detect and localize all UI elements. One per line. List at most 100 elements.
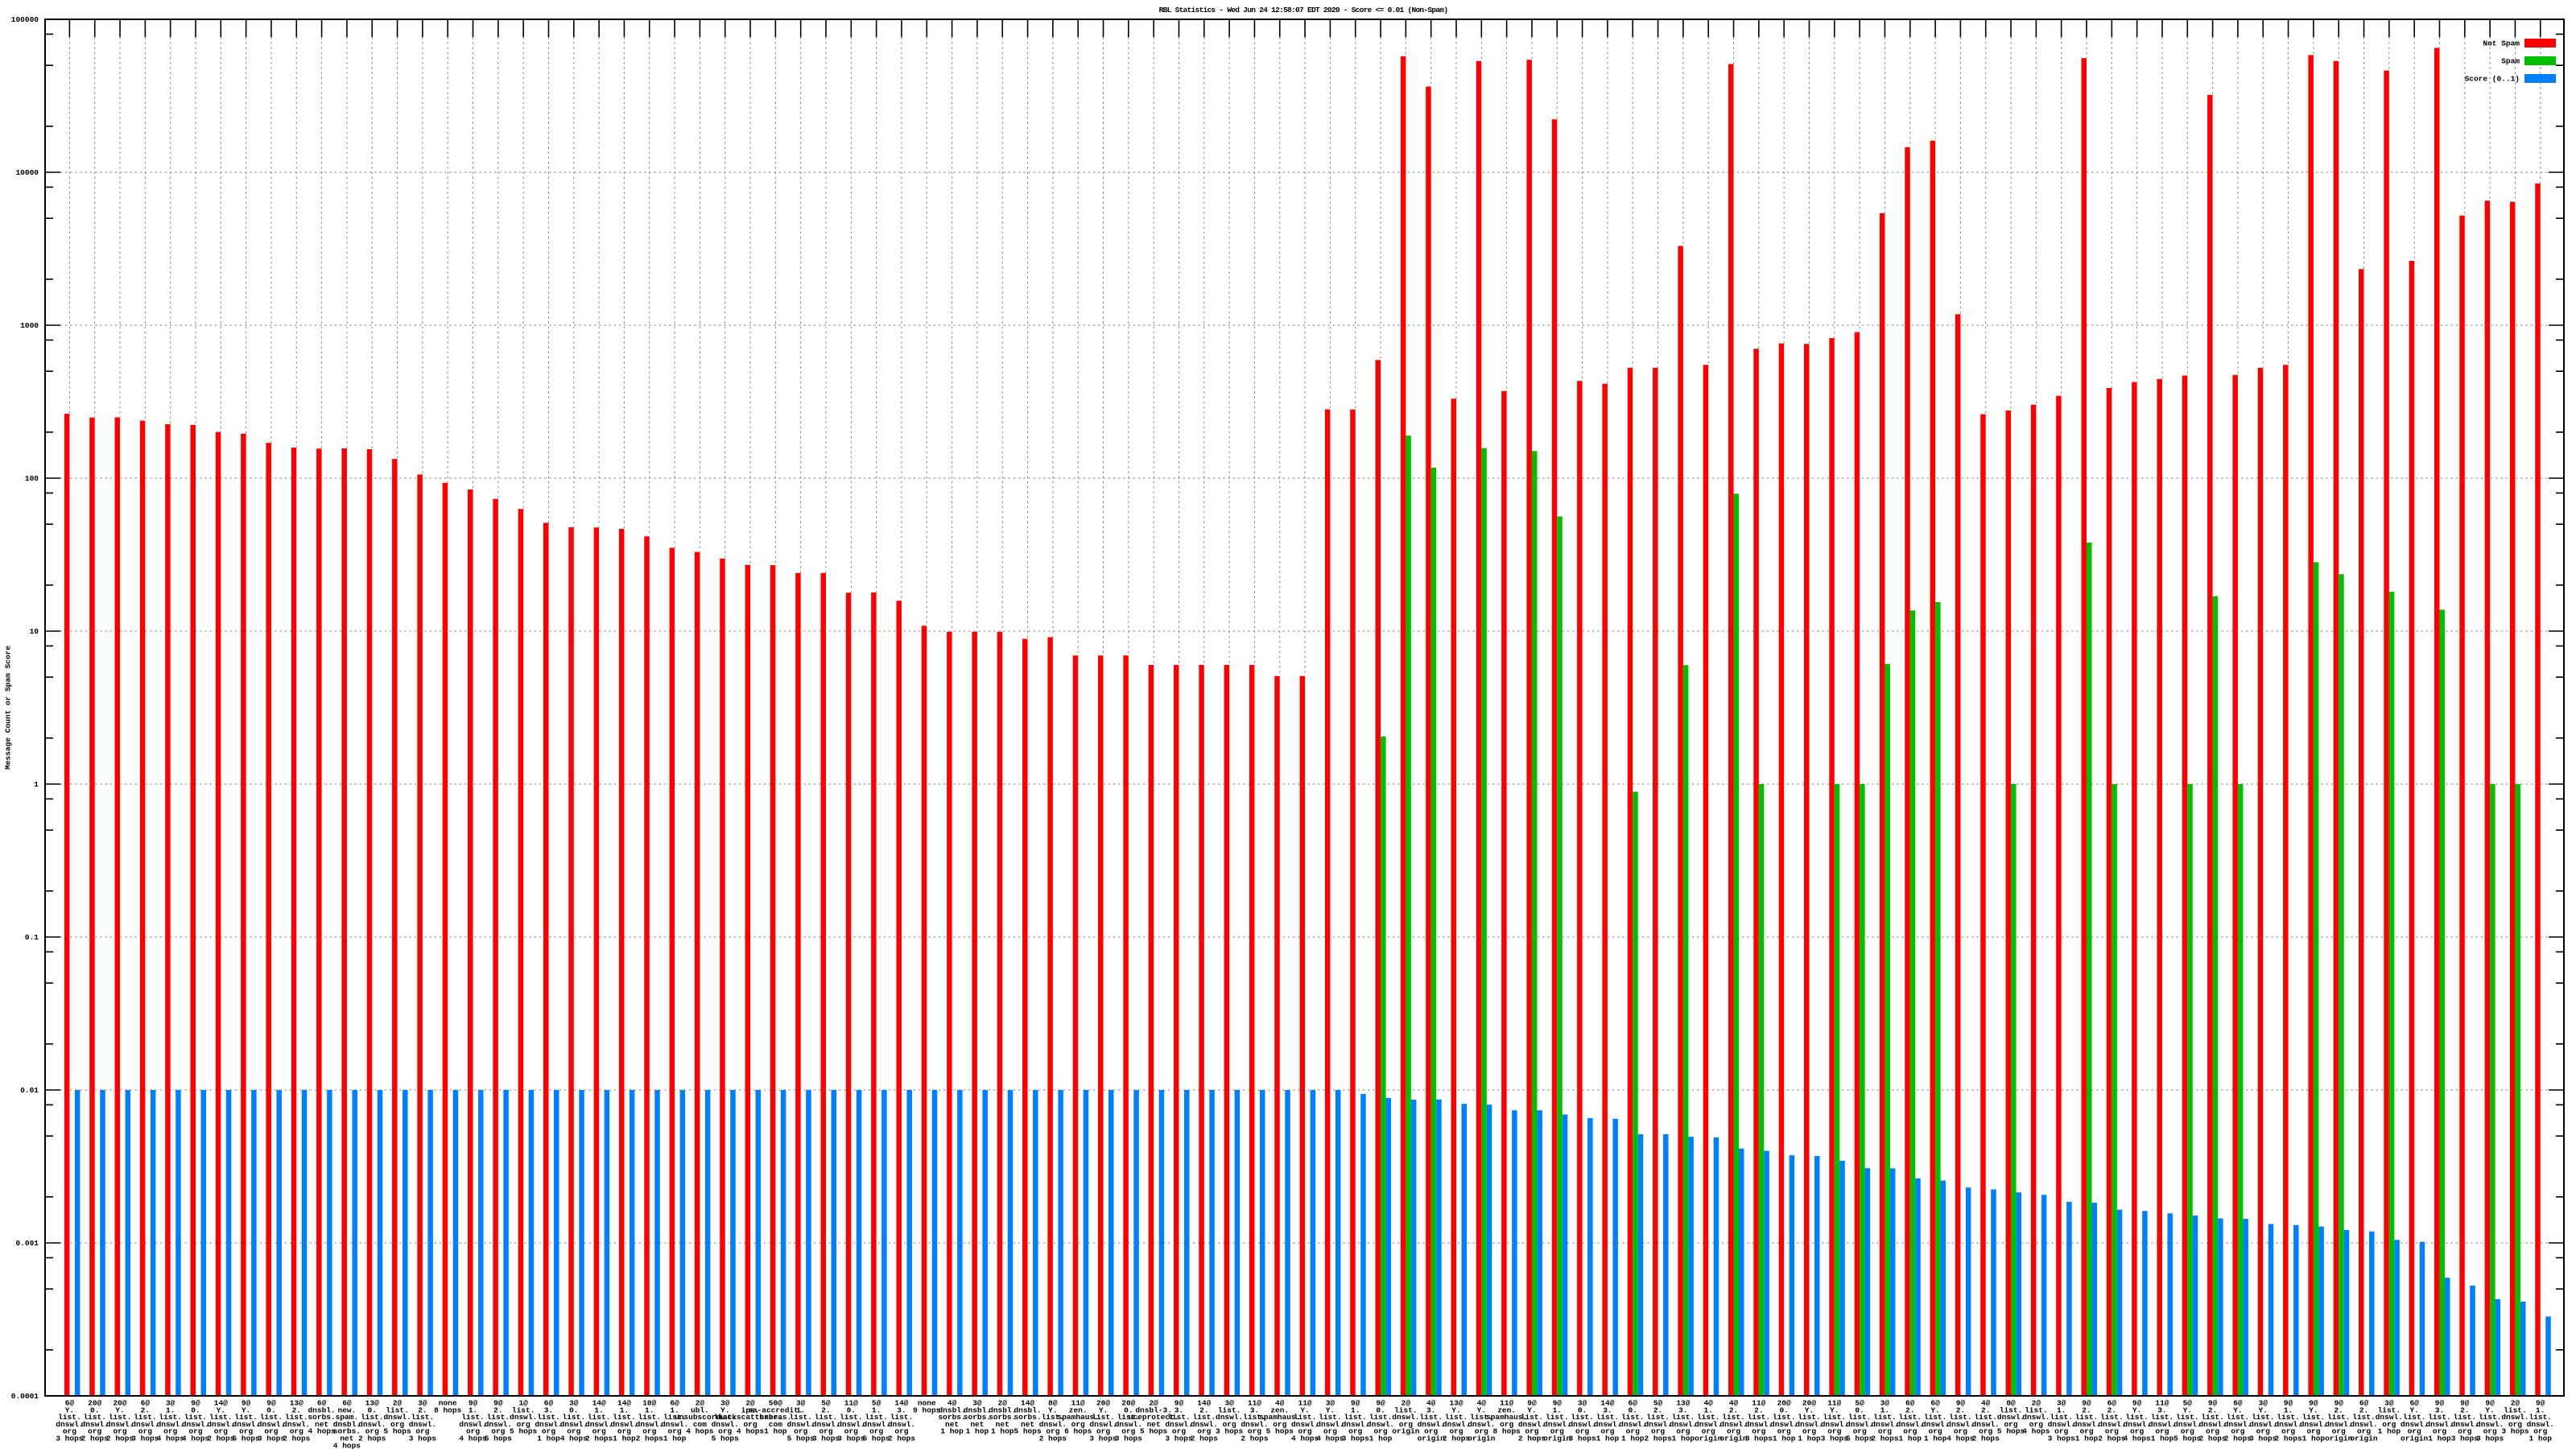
- svg-text:dnsbl.: dnsbl.: [1013, 1406, 1041, 1414]
- svg-text:org: org: [1827, 1427, 1841, 1436]
- svg-text:3@: 3@: [569, 1399, 579, 1408]
- svg-text:org: org: [1500, 1420, 1513, 1429]
- svg-text:100000: 100000: [11, 15, 39, 24]
- svg-text:list.: list.: [2252, 1413, 2275, 1422]
- svg-text:9 hops: 9 hops: [913, 1406, 941, 1414]
- svg-text:6@: 6@: [2359, 1399, 2369, 1408]
- svg-text:20@: 20@: [1802, 1399, 1816, 1408]
- svg-text:sorbs.: sorbs.: [308, 1413, 335, 1422]
- svg-text:list.: list.: [58, 1413, 81, 1422]
- svg-text:9@: 9@: [2132, 1399, 2142, 1408]
- svg-text:list.: list.: [1773, 1413, 1796, 1422]
- svg-text:org: org: [542, 1427, 555, 1436]
- svg-text:org: org: [1197, 1427, 1211, 1436]
- svg-text:0.: 0.: [1376, 1406, 1385, 1414]
- svg-text:ubl.: ubl.: [691, 1406, 709, 1414]
- svg-text:org: org: [1575, 1427, 1589, 1436]
- svg-text:dnswl.: dnswl.: [812, 1420, 840, 1429]
- svg-text:2.: 2.: [1754, 1406, 1763, 1414]
- svg-text:dnswl.: dnswl.: [863, 1420, 890, 1429]
- svg-text:list.: list.: [1419, 1413, 1443, 1422]
- svg-text:3@: 3@: [1880, 1399, 1890, 1408]
- svg-text:org: org: [2181, 1427, 2194, 1436]
- svg-text:Y.: Y.: [217, 1406, 225, 1414]
- svg-text:100: 100: [25, 474, 39, 483]
- svg-text:3 hops: 3 hops: [1342, 1435, 1370, 1443]
- svg-text:list.: list.: [2352, 1413, 2376, 1422]
- svg-text:org: org: [1475, 1427, 1488, 1436]
- svg-text:origin: origin: [2325, 1435, 2353, 1443]
- svg-text:4@: 4@: [947, 1399, 957, 1408]
- svg-text:3 hops: 3 hops: [1745, 1435, 1773, 1443]
- svg-text:1 hop: 1 hop: [1798, 1435, 1821, 1443]
- svg-text:list.: list.: [2378, 1406, 2401, 1414]
- svg-text:net: net: [315, 1420, 328, 1429]
- svg-text:1.: 1.: [872, 1406, 881, 1414]
- svg-text:6@: 6@: [2409, 1399, 2419, 1408]
- svg-text:list.: list.: [2025, 1406, 2048, 1414]
- svg-text:3@: 3@: [2384, 1399, 2394, 1408]
- svg-text:11@: 11@: [1500, 1399, 1513, 1408]
- svg-text:6@: 6@: [670, 1399, 679, 1408]
- svg-text:zen.: zen.: [1270, 1406, 1289, 1414]
- svg-text:list.: list.: [1748, 1413, 1771, 1422]
- svg-text:list.: list.: [285, 1413, 308, 1422]
- svg-text:9@: 9@: [242, 1399, 251, 1408]
- svg-text:dnswl.: dnswl.: [2124, 1420, 2151, 1429]
- svg-text:dnswl.: dnswl.: [258, 1420, 285, 1429]
- svg-text:org: org: [2206, 1427, 2219, 1436]
- svg-text:5 hops: 5 hops: [2174, 1435, 2202, 1443]
- svg-text:zen.: zen.: [1497, 1406, 1516, 1414]
- svg-text:3 hops: 3 hops: [1115, 1435, 1143, 1443]
- svg-text:dnswl.: dnswl.: [2224, 1420, 2252, 1429]
- svg-text:1 hop: 1 hop: [1596, 1435, 1620, 1443]
- svg-text:dnswl.: dnswl.: [1039, 1420, 1067, 1429]
- svg-text:Message Count or Spam Score: Message Count or Spam Score: [4, 646, 13, 770]
- svg-text:dnswl.: dnswl.: [2501, 1413, 2529, 1422]
- svg-text:6@: 6@: [2233, 1399, 2243, 1408]
- svg-text:dnswl.: dnswl.: [2350, 1420, 2377, 1429]
- svg-text:0.: 0.: [569, 1406, 578, 1414]
- svg-text:1 hop: 1 hop: [2075, 1435, 2099, 1443]
- svg-text:14@: 14@: [1600, 1399, 1614, 1408]
- svg-text:backscatterer.: backscatterer.: [718, 1413, 782, 1422]
- svg-text:Y.: Y.: [2409, 1406, 2418, 1414]
- svg-text:uceprotect.: uceprotect.: [1129, 1413, 1179, 1422]
- svg-text:9@: 9@: [2284, 1399, 2293, 1408]
- svg-text:Y.: Y.: [2183, 1406, 2192, 1414]
- svg-text:list.: list.: [1092, 1413, 1115, 1422]
- svg-text:dnswl.: dnswl.: [1745, 1420, 1773, 1429]
- svg-text:dnswl.: dnswl.: [358, 1420, 386, 1429]
- svg-text:dnswl.: dnswl.: [1897, 1420, 1924, 1429]
- svg-text:org: org: [517, 1420, 530, 1429]
- svg-text:list.: list.: [2151, 1413, 2174, 1422]
- svg-text:9@: 9@: [2334, 1399, 2343, 1408]
- svg-text:1.: 1.: [594, 1406, 603, 1414]
- svg-text:2 hops: 2 hops: [106, 1435, 134, 1443]
- svg-text:list.: list.: [789, 1413, 812, 1422]
- svg-text:new.: new.: [338, 1406, 357, 1414]
- svg-text:4@: 4@: [1275, 1399, 1285, 1408]
- svg-text:list.: list.: [663, 1413, 687, 1422]
- svg-text:org: org: [1373, 1427, 1387, 1436]
- svg-text:list.: list.: [2050, 1413, 2073, 1422]
- svg-text:1 hop: 1 hop: [2151, 1435, 2174, 1443]
- svg-text:2 hops: 2 hops: [283, 1435, 311, 1443]
- svg-text:2 hops: 2 hops: [2098, 1435, 2126, 1443]
- svg-text:list.: list.: [1974, 1413, 1997, 1422]
- svg-text:6@: 6@: [317, 1399, 327, 1408]
- svg-text:dnswl.: dnswl.: [1846, 1420, 1873, 1429]
- svg-text:net: net: [340, 1435, 353, 1443]
- svg-text:none: none: [439, 1399, 457, 1408]
- svg-text:10: 10: [30, 627, 39, 636]
- svg-text:10@: 10@: [642, 1399, 656, 1408]
- svg-text:org: org: [617, 1427, 631, 1436]
- svg-text:6@: 6@: [544, 1399, 554, 1408]
- svg-text:list.: list.: [1344, 1413, 1367, 1422]
- svg-text:org: org: [2408, 1427, 2421, 1436]
- svg-text:dnsbl.: dnsbl.: [938, 1406, 965, 1414]
- svg-text:4 hops: 4 hops: [1946, 1435, 1975, 1443]
- svg-text:org: org: [88, 1427, 101, 1436]
- svg-text:dnswl.: dnswl.: [1997, 1413, 2025, 1422]
- svg-text:list.: list.: [1848, 1413, 1872, 1422]
